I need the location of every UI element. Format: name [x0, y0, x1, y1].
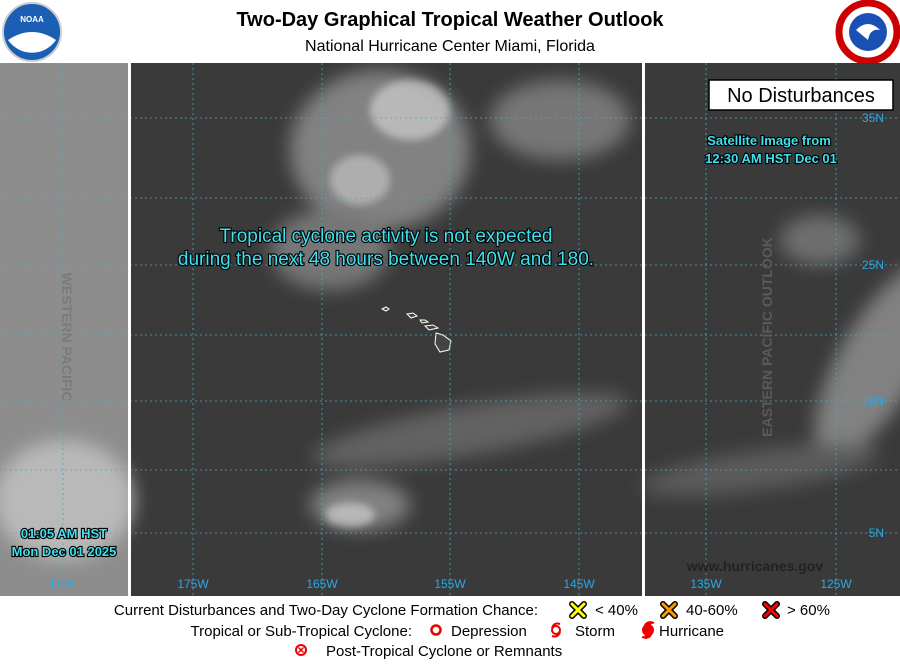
- status-text: No Disturbances: [727, 85, 875, 107]
- legend-cyclone: Storm: [575, 623, 615, 640]
- legend-cyclone: Depression: [451, 623, 527, 640]
- logo-text: NOAA: [20, 15, 44, 24]
- legend-chance: < 40%: [595, 602, 638, 619]
- lat-label: 5N: [869, 526, 884, 540]
- lon-label: 125W: [820, 577, 852, 591]
- message: during the next 48 hours between 140W an…: [178, 249, 594, 270]
- title: Two-Day Graphical Tropical Weather Outlo…: [236, 9, 664, 31]
- x-icon-medium: [660, 601, 678, 619]
- legend-chance: 40-60%: [686, 602, 738, 619]
- eastern-label: EASTERN PACIFIC OUTLOOK: [759, 237, 775, 437]
- hurricane-icon: [641, 621, 655, 639]
- status-box: [708, 79, 894, 111]
- lat-label: 25N: [862, 258, 884, 272]
- satellite-time: 12:30 AM HST Dec 01: [705, 151, 837, 166]
- lon-label: 175W: [177, 577, 209, 591]
- legend-title: Tropical or Sub-Tropical Cyclone:: [191, 623, 412, 640]
- nws-logo: [835, 0, 900, 65]
- grid: [0, 63, 900, 596]
- x-icon-low: [569, 601, 587, 619]
- x-icon-high: [762, 601, 780, 619]
- lon-label: 165W: [306, 577, 338, 591]
- local-time: 01:05 AM HST: [21, 526, 107, 541]
- legend-title: Current Disturbances and Two-Day Cyclone…: [114, 602, 538, 619]
- legend-post-tropical: Post-Tropical Cyclone or Remnants: [326, 643, 562, 660]
- satellite-time: Satellite Image from: [707, 133, 831, 148]
- lon-label: 145W: [563, 577, 595, 591]
- message: Tropical cyclone activity is not expecte…: [219, 226, 552, 247]
- lon-label: 155W: [434, 577, 466, 591]
- depression-icon: [430, 624, 442, 636]
- legend-cyclone: Hurricane: [659, 623, 724, 640]
- lat-label: 15N: [862, 394, 884, 408]
- lat-label: 35N: [862, 111, 884, 125]
- subtitle: National Hurricane Center Miami, Florida: [305, 38, 595, 55]
- website: www.hurricanes.gov: [686, 558, 824, 574]
- post-tropical-icon: [295, 644, 307, 656]
- legend-chance: > 60%: [787, 602, 830, 619]
- western-label: WESTERN PACIFIC: [59, 273, 75, 402]
- storm-icon: [551, 622, 562, 638]
- lon-label: 135W: [690, 577, 722, 591]
- lon-label: 175E: [49, 577, 77, 591]
- satellite-map: [0, 63, 900, 596]
- noaa-logo: NOAA: [2, 2, 62, 62]
- hawaii-islands: [380, 306, 452, 353]
- local-time: Mon Dec 01 2025: [12, 544, 117, 559]
